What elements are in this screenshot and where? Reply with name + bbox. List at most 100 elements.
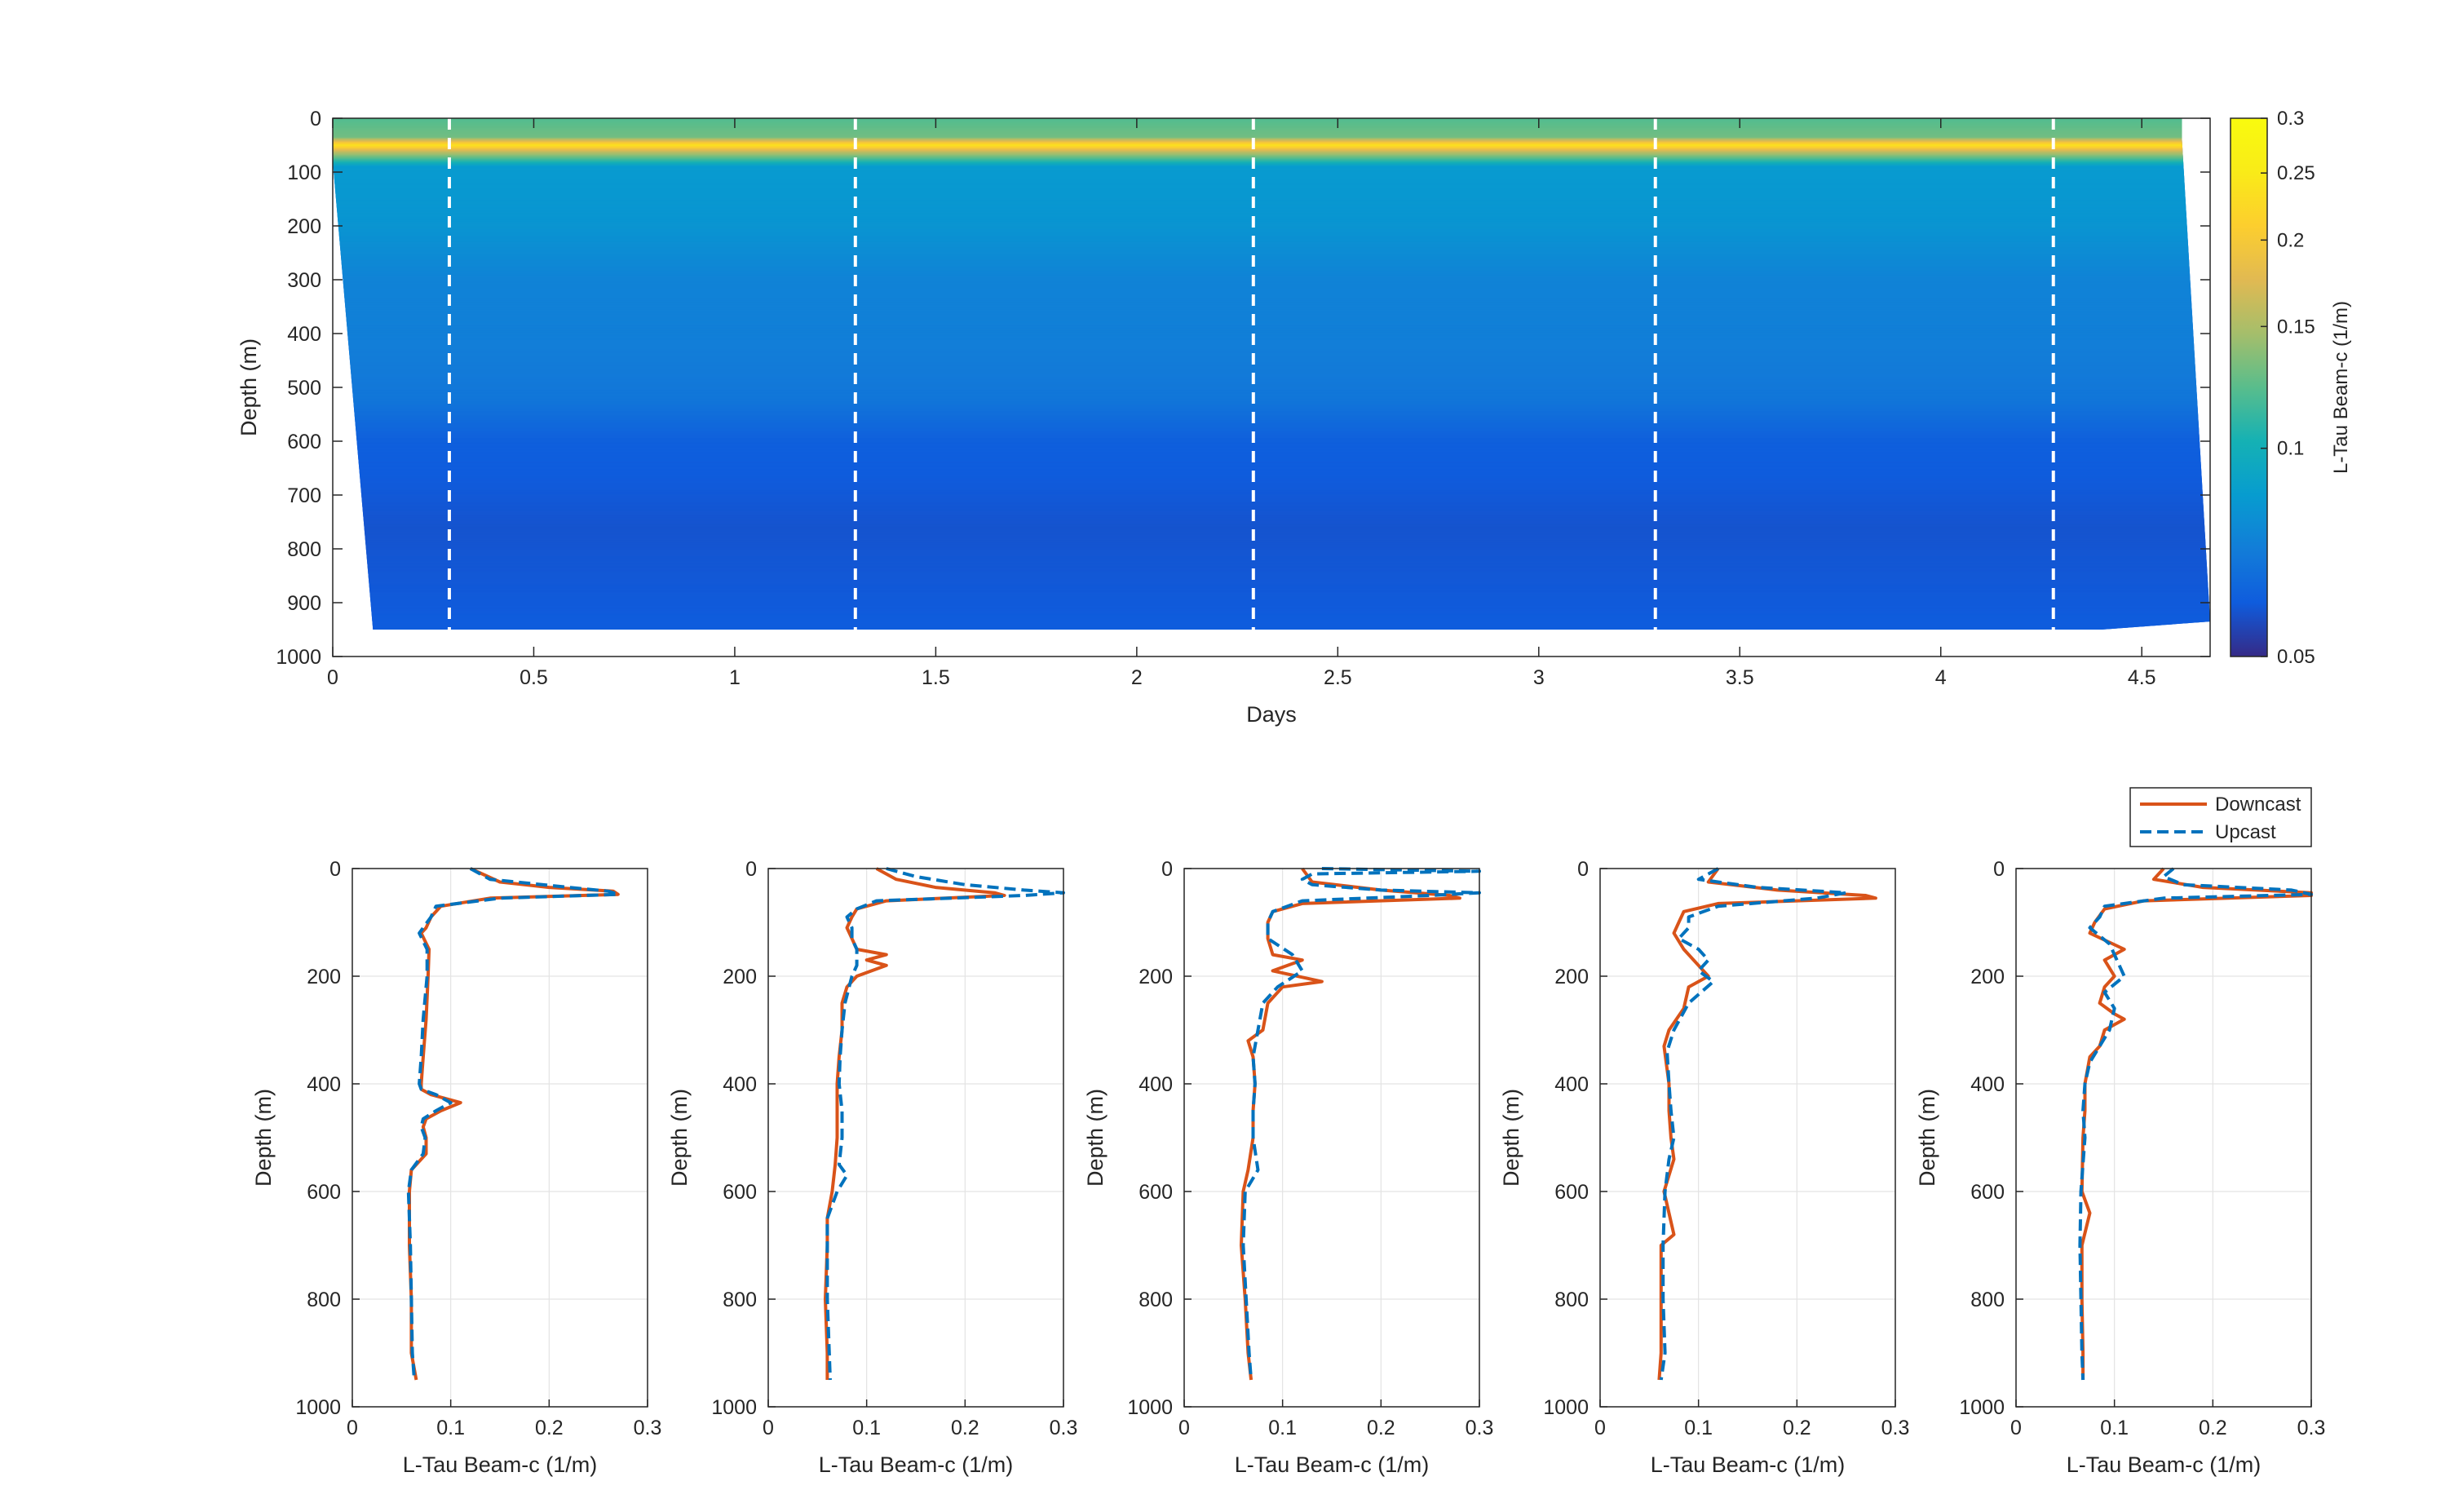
heatmap-depth-band: [333, 216, 2210, 219]
heatmap-depth-band: [333, 276, 2210, 278]
heatmap-depth-band: [333, 130, 2210, 133]
heatmap-depth-band: [333, 414, 2210, 416]
heatmap-depth-band: [333, 285, 2210, 287]
heatmap-depth-band: [333, 207, 2210, 210]
heatmap-depth-band: [333, 210, 2210, 213]
heatmap-depth-band: [333, 597, 2210, 599]
heatmap-depth-band: [333, 214, 2210, 217]
heatmap-depth-band: [333, 132, 2210, 135]
heatmap-depth-band: [333, 460, 2210, 462]
heatmap-depth-band: [333, 519, 2210, 522]
heatmap-depth-band: [333, 577, 2210, 579]
heatmap-depth-band: [333, 526, 2210, 528]
heatmap-depth-band: [333, 458, 2210, 461]
heatmap-depth-band: [333, 457, 2210, 459]
heatmap-depth-band: [333, 178, 2210, 180]
heatmap-depth-band: [333, 312, 2210, 314]
heatmap-depth-band: [333, 123, 2210, 126]
heatmap-depth-band: [333, 396, 2210, 398]
heatmap-depth-band: [333, 600, 2210, 603]
profile-x-tick-label: 0.3: [1050, 1417, 1078, 1439]
profile-y-axis-label: Depth (m): [1499, 1089, 1523, 1187]
heatmap-depth-band: [333, 401, 2210, 404]
heatmap-depth-band: [333, 327, 2210, 329]
heatmap-depth-band: [333, 387, 2210, 389]
heatmap-depth-band: [333, 621, 2210, 623]
profile-x-tick-label: 0.1: [1684, 1417, 1713, 1439]
heatmap-x-tick-label: 2: [1131, 666, 1143, 689]
heatmap-depth-band: [333, 298, 2210, 301]
heatmap-depth-band: [333, 166, 2210, 169]
heatmap-depth-band: [333, 224, 2210, 227]
heatmap-depth-band: [333, 247, 2210, 250]
heatmap-depth-band: [333, 146, 2210, 148]
heatmap-depth-band: [333, 524, 2210, 526]
heatmap-depth-band: [333, 581, 2210, 583]
heatmap-depth-band: [333, 309, 2210, 312]
heatmap-depth-band: [333, 449, 2210, 451]
heatmap-depth-band: [333, 315, 2210, 317]
heatmap-depth-band: [333, 176, 2210, 179]
heatmap-depth-band: [333, 432, 2210, 435]
legend-label-upcast: Upcast: [2215, 821, 2276, 843]
heatmap-x-tick-label: 3: [1533, 666, 1545, 689]
heatmap-depth-band: [333, 486, 2210, 489]
heatmap-y-tick-label: 300: [287, 269, 321, 292]
heatmap-depth-band: [333, 465, 2210, 466]
profile-panels: 0 0.1 0.2 0.3 0 200 400 600 800 1000 L-Tau Beam-c …: [251, 787, 2325, 1477]
heatmap-depth-band: [333, 345, 2210, 347]
heatmap-depth-band: [333, 142, 2210, 144]
heatmap-depth-band: [333, 598, 2210, 600]
heatmap-depth-band: [333, 196, 2210, 197]
heatmap-depth-band: [333, 584, 2210, 586]
heatmap-depth-band: [333, 594, 2210, 596]
heatmap-depth-band: [333, 335, 2210, 338]
heatmap-depth-band: [333, 440, 2210, 442]
heatmap-depth-band: [333, 551, 2210, 554]
heatmap-x-tick-label: 2.5: [1324, 666, 1352, 689]
heatmap-depth-band: [333, 466, 2210, 468]
heatmap-depth-band: [333, 294, 2210, 297]
heatmap-depth-band: [333, 513, 2210, 515]
heatmap-depth-band: [333, 529, 2210, 532]
heatmap-depth-band: [333, 493, 2210, 495]
profile-y-tick-label: 600: [723, 1181, 757, 1204]
heatmap-depth-band: [333, 232, 2210, 234]
profile-y-tick-label: 800: [1554, 1289, 1589, 1311]
heatmap-depth-band: [333, 330, 2210, 332]
heatmap-depth-band: [333, 531, 2210, 533]
heatmap-depth-band: [333, 308, 2210, 311]
heatmap-depth-band: [333, 325, 2210, 327]
heatmap-depth-band: [333, 408, 2210, 409]
heatmap-depth-band: [333, 522, 2210, 524]
heatmap-depth-band: [333, 241, 2210, 244]
heatmap-depth-band: [333, 354, 2210, 356]
heatmap-depth-band: [333, 590, 2210, 592]
profile-x-axis-label: L-Tau Beam-c (1/m): [2067, 1452, 2262, 1477]
heatmap-depth-band: [333, 244, 2210, 246]
heatmap-depth-band: [333, 489, 2210, 490]
heatmap-x-tick-label: 0: [327, 666, 338, 689]
heatmap-depth-band: [333, 197, 2210, 200]
heatmap-depth-band: [333, 564, 2210, 566]
heatmap-depth-band: [333, 530, 2210, 533]
heatmap-depth-band: [333, 120, 2210, 122]
heatmap-depth-band: [333, 260, 2210, 263]
heatmap-depth-band: [333, 533, 2210, 535]
heatmap-depth-band: [333, 556, 2210, 559]
heatmap-depth-band: [333, 476, 2210, 479]
heatmap-depth-band: [333, 265, 2210, 267]
heatmap-depth-band: [333, 119, 2210, 122]
profile-x-tick-label: 0: [347, 1417, 358, 1439]
heatmap-depth-band: [333, 264, 2210, 267]
heatmap-depth-band: [333, 542, 2210, 544]
heatmap-depth-band: [333, 238, 2210, 241]
profile-axes-background: [352, 869, 648, 1407]
colorbar-tick-label: 0.3: [2277, 108, 2304, 130]
heatmap-depth-band: [333, 511, 2210, 513]
heatmap-depth-band: [333, 157, 2210, 159]
heatmap-depth-band: [333, 426, 2210, 428]
heatmap-depth-band: [333, 274, 2210, 276]
heatmap-depth-band: [333, 520, 2210, 523]
heatmap-depth-band: [333, 549, 2210, 550]
